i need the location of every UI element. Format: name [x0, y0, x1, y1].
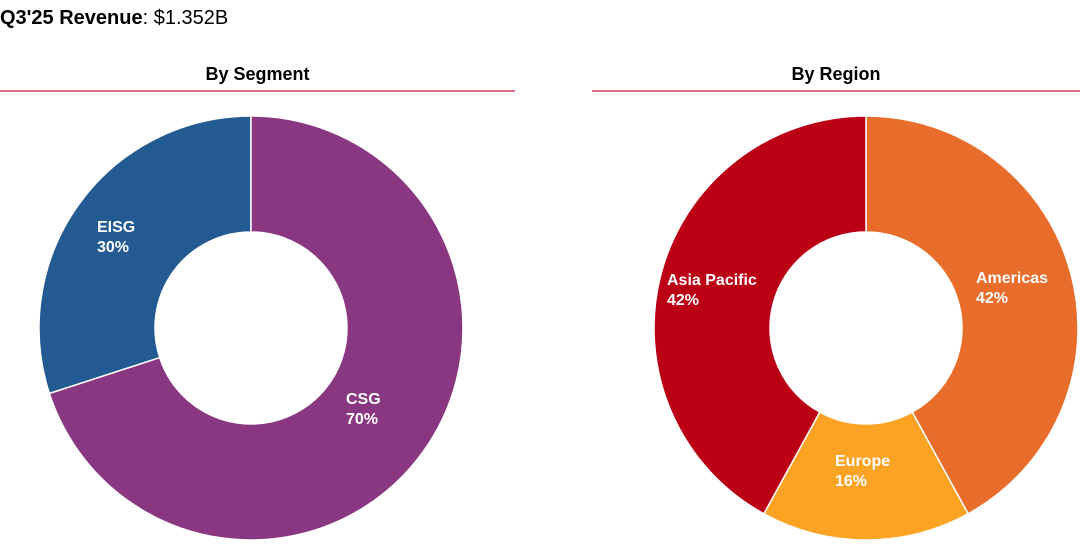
slice-label-americas: Americas: [976, 270, 1048, 287]
slice-value-europe: 16%: [835, 473, 867, 490]
slice-value-americas: 42%: [976, 290, 1008, 307]
region-chart-title: By Region: [791, 64, 881, 84]
slice-value-csg: 70%: [346, 411, 378, 428]
slice-value-eisg: 30%: [97, 239, 129, 256]
slice-label-asia-pacific: Asia Pacific: [667, 272, 757, 289]
slice-value-asia-pacific: 42%: [667, 292, 699, 309]
page-title: Q3'25 Revenue: $1.352B: [0, 4, 228, 32]
segment-chart-title: By Segment: [205, 64, 310, 84]
slice-europe: [762, 411, 970, 541]
slice-csg: [48, 115, 464, 541]
slice-label-eisg: EISG: [97, 219, 135, 236]
segment-divider: [0, 90, 515, 92]
region-panel: By Region: [592, 62, 1080, 92]
page-title-value: : $1.352B: [142, 7, 229, 29]
region-divider: [592, 90, 1080, 92]
slice-eisg: [38, 115, 252, 395]
slice-label-europe: Europe: [835, 453, 890, 470]
page-title-label: Q3'25 Revenue: [0, 7, 143, 29]
slice-asia-pacific: [653, 115, 867, 515]
slice-label-csg: CSG: [346, 391, 381, 408]
segment-panel: By Segment: [0, 62, 515, 92]
slice-americas: [865, 115, 1079, 515]
